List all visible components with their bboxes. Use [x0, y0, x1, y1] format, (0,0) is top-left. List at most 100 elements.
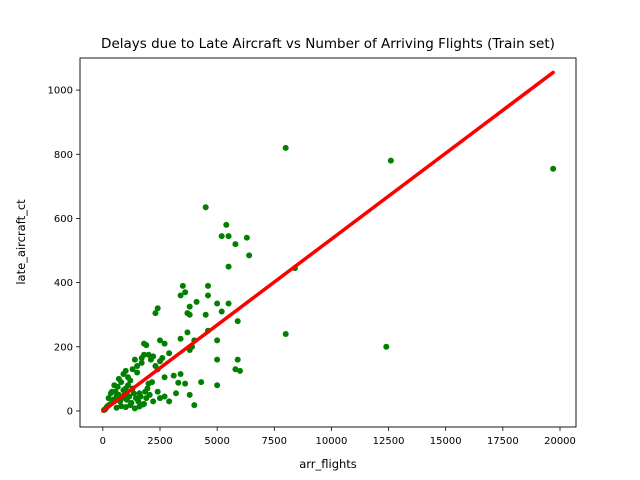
data-point-19	[225, 300, 232, 307]
data-point-2	[550, 165, 557, 172]
data-point-102	[144, 385, 151, 392]
data-point-52	[134, 369, 141, 376]
data-point-31	[177, 335, 184, 342]
data-point-112	[115, 375, 122, 382]
data-point-48	[138, 359, 145, 366]
x-axis-label: arr_flights	[299, 457, 357, 471]
data-point-16	[205, 292, 211, 299]
fit-line	[101, 70, 555, 413]
data-point-27	[234, 318, 241, 325]
y-axis: 0 200 400 600 800 1000	[48, 86, 80, 417]
data-point-98	[135, 398, 142, 405]
data-point-9	[246, 252, 253, 259]
y-tick-label-600: 600	[54, 214, 73, 225]
data-point-111	[141, 400, 147, 407]
y-tick-label-800: 800	[54, 150, 73, 161]
data-point-54	[170, 372, 177, 379]
x-tick-label-7500: 7500	[262, 436, 287, 447]
data-point-33	[214, 337, 221, 344]
x-tick-label-10000: 10000	[316, 436, 348, 447]
data-point-26	[218, 308, 225, 315]
data-point-96	[130, 390, 137, 397]
x-tick-label-2500: 2500	[147, 436, 172, 447]
data-point-119	[141, 351, 147, 358]
data-point-24	[186, 311, 193, 318]
data-point-25	[202, 311, 209, 318]
data-point-103	[146, 391, 153, 398]
plot-frame	[79, 57, 577, 428]
data-point-66	[150, 398, 157, 405]
data-point-23	[152, 310, 159, 317]
y-tick-label-0: 0	[67, 406, 73, 417]
data-point-105	[113, 404, 120, 411]
data-point-99	[137, 393, 144, 400]
data-point-107	[122, 404, 129, 411]
data-point-123	[122, 385, 129, 392]
data-point-18	[214, 300, 221, 307]
data-point-115	[125, 374, 131, 381]
data-point-37	[143, 342, 150, 349]
chart-title: Delays due to Late Aircraft vs Number of…	[101, 36, 555, 52]
x-tick-label-15000: 15000	[430, 436, 462, 447]
data-point-110	[136, 403, 143, 410]
data-point-21	[154, 305, 161, 312]
data-point-57	[175, 379, 182, 386]
data-point-4	[223, 221, 230, 228]
data-point-50	[237, 367, 243, 374]
x-axis: 0 2500 5000 7500 10000 12500 15000 17500 20000	[100, 427, 576, 447]
data-point-69	[161, 393, 168, 400]
data-point-49	[232, 366, 239, 373]
x-tick-label-17500: 17500	[487, 436, 519, 447]
data-point-125	[109, 388, 115, 395]
data-point-94	[126, 393, 133, 400]
data-point-117	[134, 363, 141, 370]
data-point-5	[218, 233, 225, 240]
data-point-56	[198, 379, 205, 386]
data-point-15	[177, 292, 184, 299]
y-tick-label-200: 200	[54, 342, 73, 353]
data-point-13	[179, 282, 186, 289]
data-point-30	[282, 330, 289, 337]
data-point-121	[152, 363, 159, 370]
data-point-68	[191, 402, 198, 409]
data-point-3	[202, 204, 209, 211]
data-point-63	[173, 390, 179, 397]
y-tick-label-400: 400	[54, 278, 73, 289]
data-point-120	[147, 356, 154, 363]
data-point-44	[214, 356, 221, 363]
data-point-1	[387, 157, 394, 164]
data-point-7	[243, 234, 250, 241]
data-point-12	[205, 282, 211, 289]
y-tick-label-1000: 1000	[48, 86, 73, 97]
data-point-64	[154, 388, 161, 395]
data-point-17	[193, 298, 200, 305]
data-point-59	[214, 382, 221, 389]
data-point-0	[282, 144, 289, 151]
data-point-109	[131, 405, 138, 412]
x-tick-label-12500: 12500	[373, 436, 405, 447]
data-point-116	[129, 366, 136, 373]
data-point-8	[232, 241, 239, 248]
x-tick-label-5000: 5000	[204, 436, 229, 447]
data-point-62	[186, 391, 193, 398]
data-point-14	[182, 289, 189, 296]
data-point-29	[184, 329, 191, 336]
data-point-6	[225, 233, 232, 240]
data-point-51	[177, 371, 184, 378]
data-point-67	[166, 398, 173, 405]
x-tick-label-20000: 20000	[544, 436, 576, 447]
data-point-58	[182, 380, 189, 387]
data-point-20	[186, 303, 193, 310]
data-point-34	[157, 337, 163, 344]
data-point-55	[161, 374, 168, 381]
fit-line-layer	[101, 70, 555, 413]
data-point-122	[159, 355, 166, 362]
data-point-45	[234, 356, 241, 363]
data-point-108	[127, 402, 134, 409]
data-point-42	[145, 351, 152, 358]
data-point-104	[149, 379, 155, 386]
data-point-35	[161, 340, 168, 347]
data-point-10	[225, 263, 232, 270]
